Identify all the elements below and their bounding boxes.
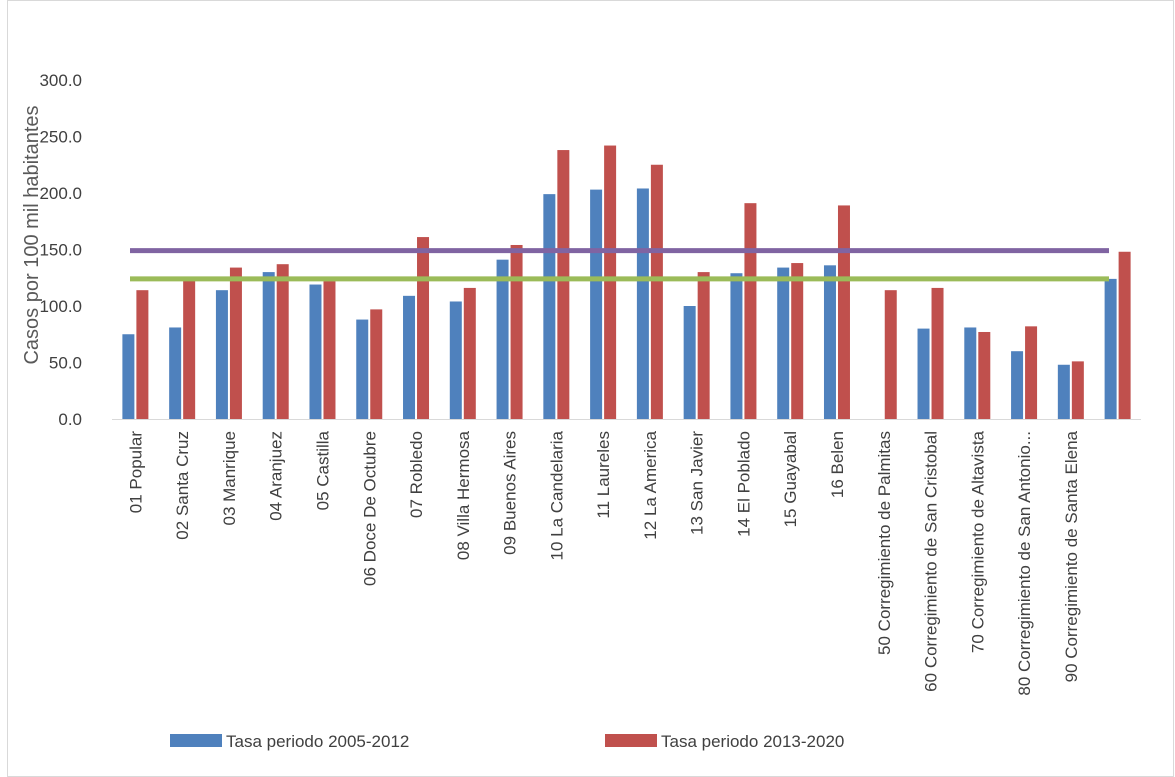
y-tick-label: 0.0 — [58, 410, 82, 429]
bar-series-1 — [730, 273, 743, 419]
bar-series-1 — [309, 284, 322, 419]
x-tick-label: 15 Guayabal — [781, 431, 800, 527]
legend-swatch — [605, 734, 657, 747]
bar-series-1 — [449, 301, 462, 419]
bar-series-2 — [510, 244, 523, 419]
x-tick-label: 60 Corregimiento de San Cristobal — [922, 431, 941, 692]
bar-series-2 — [557, 150, 570, 419]
x-tick-label: 70 Corregimiento de Altavista — [968, 430, 987, 653]
bar-series-1 — [122, 334, 135, 419]
bar-series-1 — [823, 265, 836, 419]
bar-series-1 — [590, 189, 603, 419]
x-tick-label: 05 Castilla — [313, 430, 332, 510]
bar-series-1 — [215, 290, 228, 419]
bars — [122, 145, 1131, 420]
bar-series-2 — [837, 205, 850, 419]
bar-series-1 — [169, 327, 182, 419]
x-tick-label: 02 Santa Cruz — [173, 431, 192, 540]
x-tick-label: 07 Robledo — [407, 431, 426, 518]
bar-series-2 — [1071, 361, 1084, 419]
legend-label: Tasa periodo 2013-2020 — [661, 732, 844, 751]
bar-series-1 — [636, 188, 649, 419]
bar-series-2 — [463, 287, 476, 419]
bar-series-2 — [604, 145, 617, 420]
bar-series-2 — [697, 272, 710, 419]
bar-series-1 — [1104, 278, 1117, 419]
x-tick-label: 14 El Poblado — [734, 431, 753, 537]
bar-series-1 — [777, 267, 790, 419]
bar-series-1 — [543, 194, 556, 419]
y-tick-label: 200.0 — [39, 184, 82, 203]
bar-series-2 — [370, 309, 383, 419]
y-axis-ticks: 0.0 50.0 100.0 150.0 200.0 250.0 300.0 — [39, 71, 82, 429]
x-tick-label: 90 Corregimiento de Santa Elena — [1062, 430, 1081, 682]
bar-series-1 — [403, 295, 416, 419]
bar-series-1 — [496, 259, 509, 419]
x-tick-label: 09 Buenos Aires — [501, 431, 520, 555]
x-tick-label: 08 Villa Hermosa — [454, 430, 473, 560]
bar-series-2 — [1118, 251, 1131, 419]
x-tick-label: 03 Manrique — [220, 431, 239, 526]
bar-series-1 — [964, 327, 977, 419]
bar-series-2 — [744, 203, 757, 419]
legend-label: Tasa periodo 2005-2012 — [226, 732, 409, 751]
x-tick-label: 12 La America — [641, 430, 660, 539]
reference-lines — [130, 248, 1109, 282]
x-tick-label: 10 La Candelaria — [547, 430, 566, 560]
x-tick-label: 01 Popular — [126, 431, 145, 514]
bar-series-2 — [1025, 326, 1038, 419]
x-tick-label: 04 Aranjuez — [267, 431, 286, 521]
bar-series-1 — [683, 306, 696, 419]
x-tick-label: 06 Doce De Octubre — [360, 431, 379, 586]
y-tick-label: 250.0 — [39, 128, 82, 147]
legend-swatch — [170, 734, 222, 747]
x-tick-label: 16 Belen — [828, 431, 847, 498]
x-tick-label: 80 Corregimiento de San Antonio... — [1015, 431, 1034, 696]
bar-series-1 — [917, 328, 930, 419]
bar-series-1 — [356, 319, 369, 419]
bar-series-2 — [323, 281, 336, 419]
bar-series-2 — [978, 331, 991, 419]
bar-series-2 — [276, 264, 289, 419]
y-tick-label: 150.0 — [39, 241, 82, 260]
bar-series-1 — [1011, 351, 1024, 419]
bar-series-2 — [136, 290, 149, 419]
bar-series-2 — [229, 267, 242, 419]
bar-series-2 — [183, 280, 196, 419]
y-tick-label: 50.0 — [49, 354, 82, 373]
bar-series-2 — [650, 164, 663, 419]
x-tick-label: 50 Corregimiento de Palmitas — [875, 431, 894, 655]
bar-series-1 — [262, 272, 275, 419]
y-tick-label: 100.0 — [39, 297, 82, 316]
bar-series-2 — [931, 287, 944, 419]
bar-series-2 — [791, 263, 804, 419]
x-axis-ticks: 01 Popular 02 Santa Cruz 03 Manrique 04 Ara… — [126, 430, 1080, 695]
y-axis-title: Casos por 100 mil habitantes — [21, 105, 43, 364]
bar-series-2 — [417, 237, 430, 419]
y-tick-label: 300.0 — [39, 71, 82, 90]
bar-series-1 — [1057, 364, 1070, 419]
x-tick-label: 13 San Javier — [688, 431, 707, 535]
legend: Tasa periodo 2005-2012 Tasa periodo 2013-… — [170, 732, 844, 751]
bar-series-2 — [884, 290, 897, 419]
x-tick-label: 11 Laureles — [594, 431, 613, 519]
